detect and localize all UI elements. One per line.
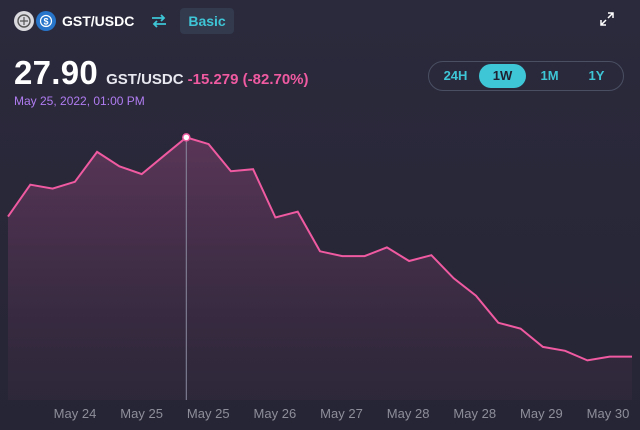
- usdc-coin-icon: $: [36, 11, 56, 31]
- price-row: 27.90 GST/USDC -15.279 (-82.70%): [14, 54, 309, 92]
- highlight-point: [182, 133, 191, 142]
- x-tick-label: May 27: [320, 406, 363, 421]
- range-24h-button[interactable]: 24H: [443, 68, 468, 83]
- price-pair: GST/USDC: [106, 71, 184, 88]
- x-tick-label: May 28: [387, 406, 430, 421]
- gst-coin-icon: [14, 11, 34, 31]
- price-area: [8, 137, 632, 400]
- pair-title: GST/USDC: [62, 13, 135, 29]
- time-range-selector: 24H 1W 1M 1Y: [428, 61, 624, 91]
- x-tick-label: May 24: [54, 406, 97, 421]
- price-line: [7, 136, 632, 362]
- range-1w-button[interactable]: 1W: [479, 64, 526, 88]
- x-tick-label: May 28: [453, 406, 496, 421]
- range-1y-button[interactable]: 1Y: [588, 68, 605, 83]
- x-tick-label: May 29: [520, 406, 563, 421]
- basic-mode-button[interactable]: Basic: [180, 8, 234, 34]
- x-tick-label: May 25: [120, 406, 163, 421]
- x-tick-label: May 30: [587, 406, 630, 421]
- price-change: -15.279 (-82.70%): [187, 71, 309, 88]
- range-1m-button[interactable]: 1M: [540, 68, 559, 83]
- svg-text:$: $: [43, 17, 48, 27]
- price-chart[interactable]: May 24 May 25 May 25 May 26 May 27 May 28 May …: [0, 110, 640, 430]
- top-bar: $ GST/USDC Basic: [14, 8, 234, 34]
- x-tick-label: May 25: [187, 406, 230, 421]
- price-value: 27.90: [14, 54, 99, 91]
- x-tick-label: May 26: [254, 406, 297, 421]
- expand-icon[interactable]: [600, 12, 614, 26]
- price-timestamp: May 25, 2022, 01:00 PM: [14, 94, 145, 108]
- swap-icon[interactable]: [150, 12, 168, 30]
